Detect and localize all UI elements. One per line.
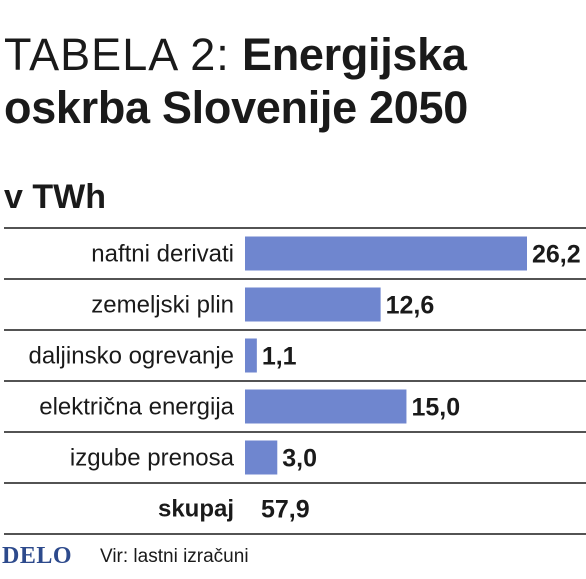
value-label: 3,0 (282, 445, 317, 473)
category-label: naftni derivati (91, 241, 234, 268)
unit-label: v TWh (4, 178, 106, 216)
title-main: Energijska oskrba Slovenije 2050 (4, 29, 468, 133)
category-label: daljinsko ogrevanje (29, 343, 234, 370)
value-label: 26,2 (532, 241, 581, 269)
bar (245, 440, 278, 475)
value-label: 15,0 (411, 394, 460, 422)
bar (245, 287, 381, 322)
total-value: 57,9 (261, 496, 310, 524)
footer: DELO Vir: lastni izračuni (0, 540, 586, 574)
title-prefix: TABELA 2: (4, 29, 230, 80)
source-note: Vir: lastni izračuni (100, 546, 249, 567)
bar (245, 389, 407, 424)
bar-chart: naftni derivati 26,2 zemeljski plin 12,6 dal… (4, 227, 586, 535)
total-label: skupaj (158, 496, 234, 523)
chart-rows: naftni derivati 26,2 zemeljski plin 12,6 dal… (4, 227, 586, 535)
bar (245, 338, 257, 373)
bar (245, 236, 527, 271)
value-label: 12,6 (386, 292, 435, 320)
category-label: zemeljski plin (91, 292, 234, 319)
category-label: električna energija (39, 394, 234, 421)
category-label: izgube prenosa (70, 445, 235, 472)
chart-title: TABELA 2: Energijska oskrba Slovenije 20… (4, 28, 586, 134)
value-label: 1,1 (262, 343, 297, 371)
delo-logo: DELO (2, 543, 73, 569)
